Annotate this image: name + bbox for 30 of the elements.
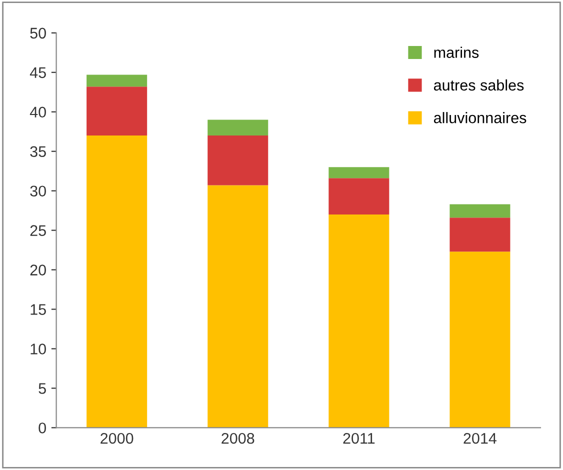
y-tick-label: 40 bbox=[30, 106, 46, 118]
y-tick-label: 10 bbox=[30, 344, 46, 354]
y-tick-label: 15 bbox=[30, 304, 46, 315]
y-tick-label: 25 bbox=[30, 225, 46, 236]
bar bbox=[450, 252, 510, 428]
legend-label: alluvionnaires bbox=[434, 112, 526, 124]
x-tick-label: 2011 bbox=[343, 432, 375, 444]
x-tick-label: 2008 bbox=[222, 432, 254, 444]
y-tick-label: 30 bbox=[30, 186, 46, 197]
bar bbox=[328, 178, 390, 215]
bar bbox=[86, 136, 148, 428]
bar bbox=[328, 214, 390, 428]
bar bbox=[450, 204, 510, 218]
y-tick-label: 45 bbox=[30, 67, 46, 78]
bar bbox=[208, 120, 268, 136]
y-tick-label: 5 bbox=[38, 383, 46, 394]
legend-label: marins bbox=[434, 46, 479, 58]
bar bbox=[86, 86, 148, 136]
x-tick-label: 2000 bbox=[100, 432, 134, 444]
y-tick-label: 20 bbox=[30, 264, 46, 276]
y-tick-label: 0 bbox=[38, 422, 46, 434]
x-tick-label: 2014 bbox=[464, 432, 497, 444]
bar bbox=[328, 167, 390, 178]
y-tick-label: 50 bbox=[30, 28, 46, 39]
y-tick-label: 35 bbox=[30, 146, 46, 158]
legend-label: autres sables bbox=[434, 79, 524, 91]
bar bbox=[208, 185, 268, 428]
bar bbox=[208, 136, 268, 186]
bar bbox=[86, 74, 148, 87]
bar bbox=[450, 218, 510, 252]
